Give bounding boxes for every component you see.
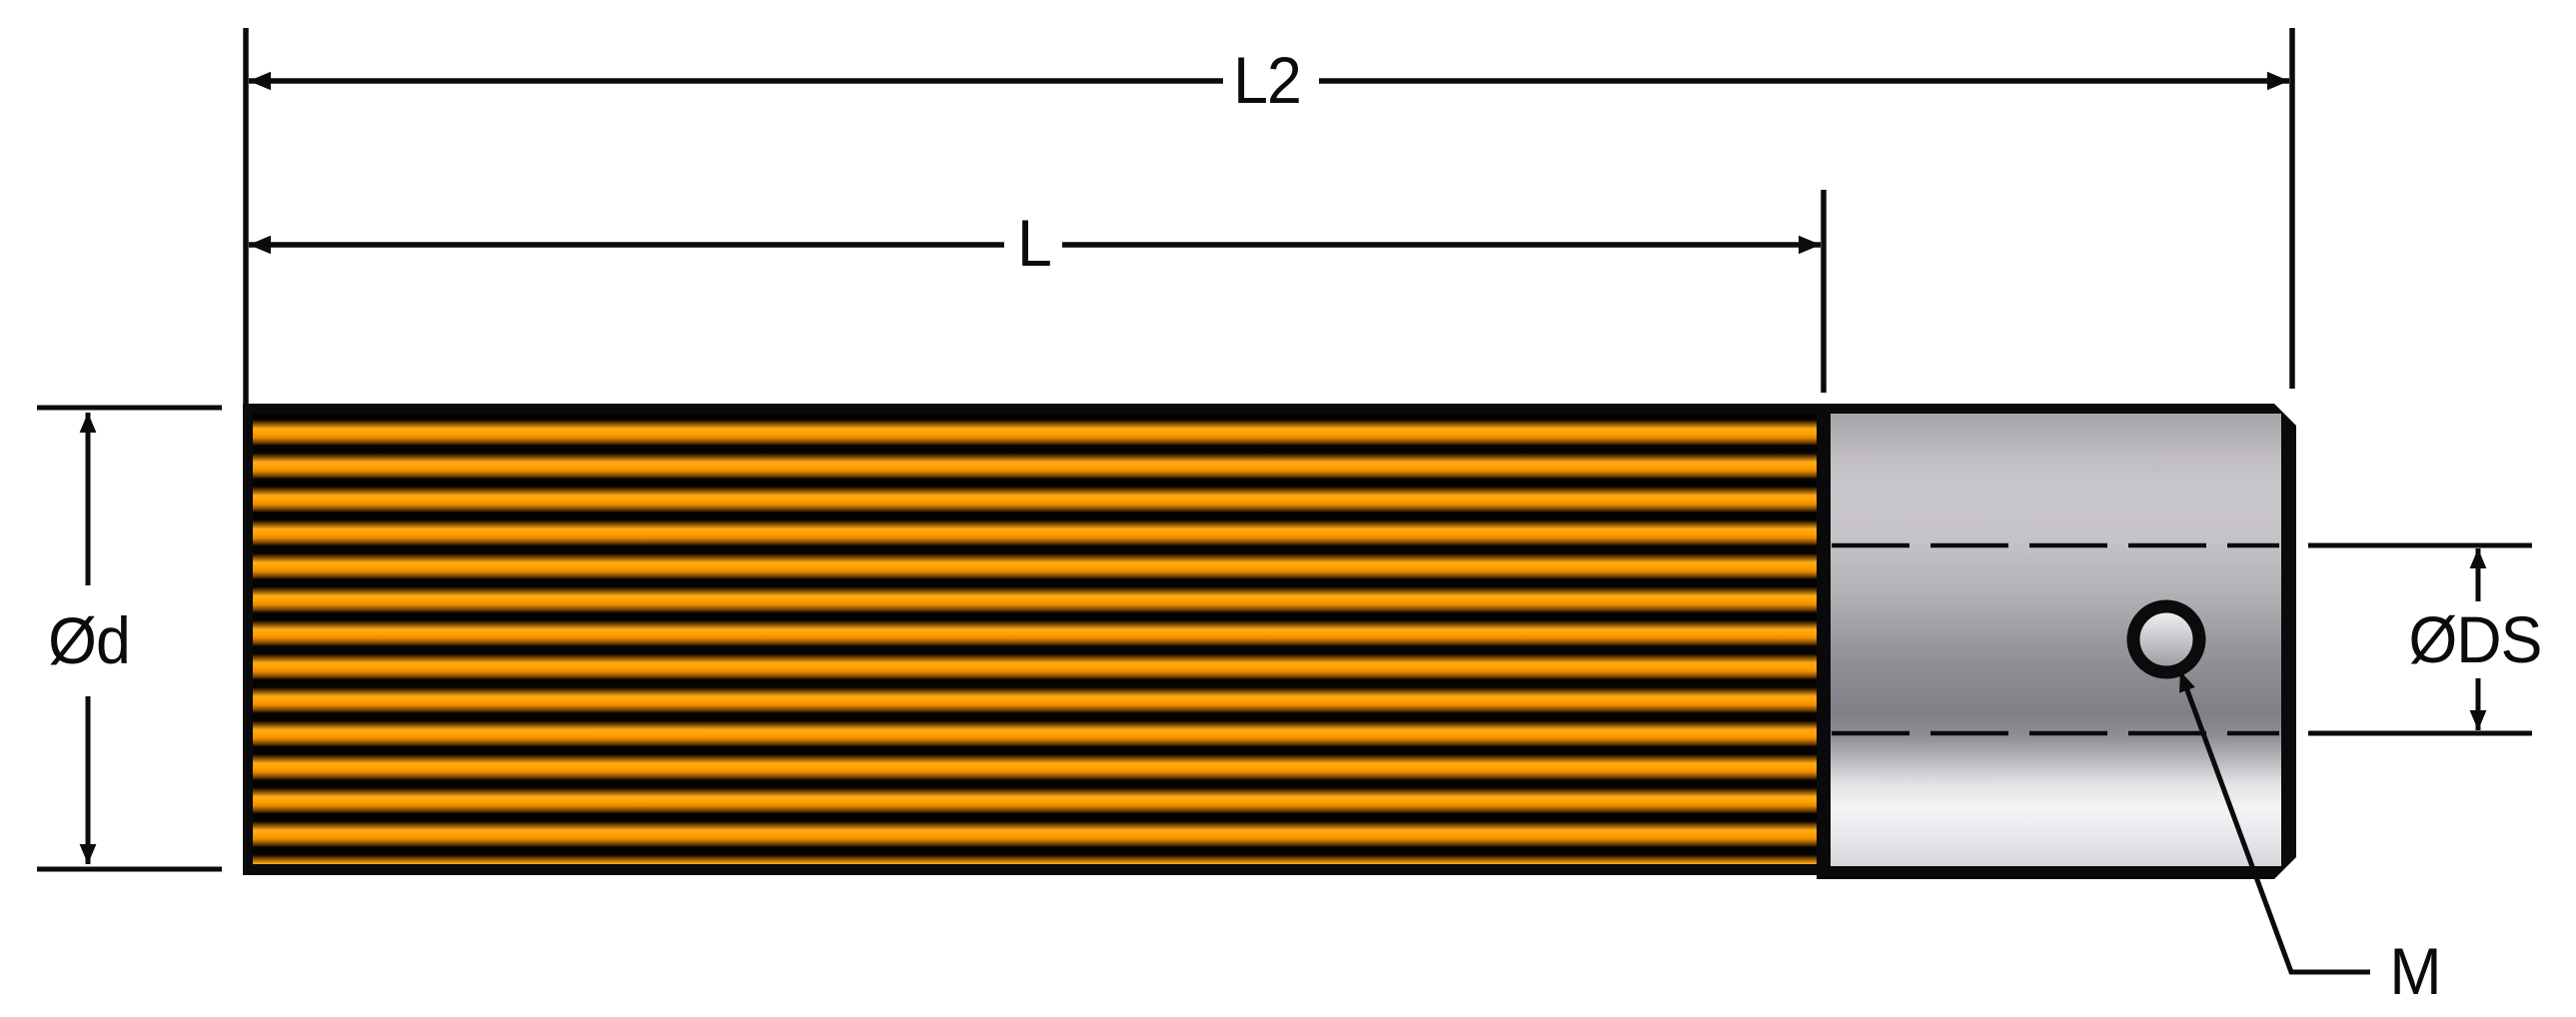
- label-toothed-length: L: [1017, 206, 1052, 280]
- label-overall-length: L2: [1233, 43, 1302, 117]
- label-toothed-diameter: Ød: [48, 603, 131, 677]
- hub-section: [1817, 404, 2296, 879]
- label-set-screw: M: [2389, 934, 2441, 1008]
- toothed-shaft-section: [243, 404, 1822, 875]
- label-hub-diameter: ØDS: [2408, 602, 2542, 676]
